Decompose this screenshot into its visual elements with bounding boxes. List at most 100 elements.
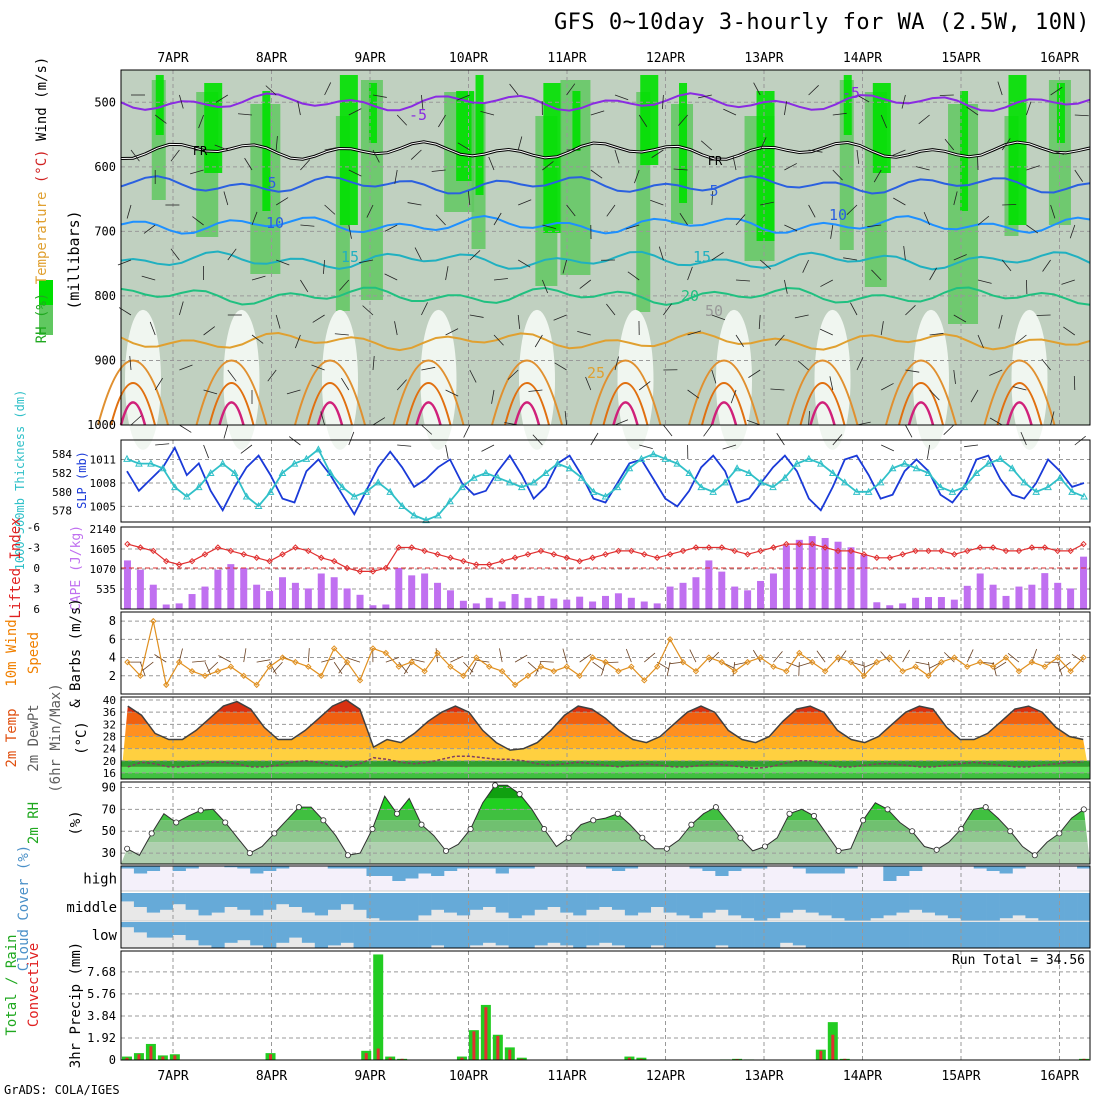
cloud-cover-cell — [663, 893, 677, 913]
dewpt-band — [121, 772, 1090, 779]
cloud-cover-cell — [999, 893, 1013, 919]
li-marker — [860, 551, 868, 558]
isotherm-25 — [120, 331, 1091, 352]
thickness-marker — [948, 487, 957, 495]
wind-barb — [1063, 326, 1076, 336]
surface-wind-barb — [902, 649, 911, 663]
cape-bar — [976, 573, 984, 609]
li-marker — [964, 547, 971, 555]
surface-wind-barb — [338, 661, 348, 674]
wind-speed-marker — [834, 654, 842, 661]
isotherm-25-arc — [589, 359, 662, 426]
wind-barb — [880, 114, 888, 129]
pressure-tick-label: 1000 — [87, 418, 116, 432]
wind-barb — [348, 169, 362, 177]
thickness-marker — [888, 464, 897, 472]
cloud-cover-cell — [754, 893, 768, 921]
wind-barb — [977, 215, 990, 226]
wind-speed-marker — [1067, 668, 1074, 675]
li-marker — [821, 544, 829, 551]
wind-speed-marker — [343, 658, 351, 666]
isotherm-35-arc — [316, 401, 344, 426]
cloud-cover-cell — [831, 922, 845, 948]
rh-marker — [663, 845, 670, 852]
wind-barb — [480, 110, 495, 116]
cloud-cover-cell — [611, 893, 626, 910]
dewpt-band — [121, 760, 1090, 767]
thickness-marker — [374, 478, 383, 486]
wind-barb — [819, 328, 833, 336]
li-marker — [550, 551, 558, 558]
wind-barb — [445, 266, 449, 281]
surface-wind-barb — [256, 659, 271, 663]
precip-tick-label: 5.76 — [87, 987, 116, 1001]
li-marker — [705, 544, 713, 551]
cloud-cover-cell — [521, 866, 535, 869]
thickness-marker — [326, 468, 335, 476]
cloud-cover-cell — [508, 893, 522, 919]
thickness-marker — [458, 483, 466, 491]
wind-barb — [179, 424, 192, 433]
wind-ylabel-1-part: 10m Wind — [4, 619, 20, 686]
wind-tick-label: 8 — [109, 614, 116, 628]
upper-air-ylabel-part: RH (%) — [34, 284, 50, 343]
wind-barb — [554, 362, 567, 371]
cloud-cover-cell — [947, 922, 962, 948]
cloud-cover-cell — [237, 866, 251, 869]
thickness-marker — [206, 468, 215, 476]
precip-convective-bar — [627, 1057, 631, 1060]
cloud-cover-cell — [754, 866, 768, 869]
cloud-cover-cell — [456, 922, 471, 948]
wind-barb — [614, 149, 620, 164]
cape-bar — [679, 582, 687, 609]
cloud-cover-cell — [263, 893, 277, 910]
rh-saturated-region — [1008, 75, 1027, 225]
cloud-cover-cell — [1077, 893, 1091, 921]
surface-wind-barb — [192, 660, 207, 663]
wind-speed-line — [127, 620, 1084, 687]
cape-bar — [1028, 584, 1036, 609]
rh-saturated-region — [262, 91, 271, 211]
cloud-cover-cell — [909, 922, 923, 948]
wind-barb — [1001, 138, 1011, 151]
wind-barb — [223, 424, 229, 439]
li-marker — [188, 557, 196, 565]
cape-bar — [369, 605, 377, 609]
cloud-cover-cell — [237, 893, 251, 910]
li-marker — [227, 547, 235, 555]
thickness-marker — [266, 487, 275, 495]
precip-convective-bar — [508, 1049, 512, 1060]
rh-marker — [124, 845, 131, 852]
cloud-cover-cell — [896, 922, 910, 948]
wind-barb — [687, 330, 702, 336]
wind-barb — [590, 110, 605, 116]
cape-bar — [149, 584, 157, 609]
isotherm-30-arc — [110, 382, 156, 426]
cape-bar — [757, 580, 765, 609]
thickness-ylabel-part: 1000~500mb Thickness (dm) — [13, 390, 27, 571]
upper-air-frame — [120, 69, 1091, 426]
rh-tick-label: 90 — [102, 780, 116, 794]
cloud-cover-cell — [250, 866, 264, 874]
li-marker — [1028, 544, 1036, 551]
thickness-marker — [170, 483, 179, 491]
wind-barb — [372, 417, 386, 426]
cloud-cover-cell — [805, 866, 819, 874]
cloud-cover-cell — [469, 893, 484, 910]
isotherm-25-arc — [392, 359, 465, 426]
wind-barb — [997, 81, 1003, 96]
cloud-cover-cell — [185, 866, 199, 869]
wind-barb — [1041, 358, 1051, 371]
thickness-marker — [182, 492, 191, 500]
cloud-cover-cell — [870, 922, 884, 948]
li-ylabel: Lifted Index — [8, 517, 24, 618]
surface-wind-barb — [625, 648, 632, 663]
precip-ylabel-3-part: 3hr Precip (mm) — [68, 942, 84, 1068]
cape-bar — [1041, 573, 1049, 609]
cloud-cover-cell — [611, 922, 626, 946]
wind-barb — [1012, 386, 1027, 391]
precip-convective-bar — [819, 1050, 823, 1060]
cloud-cover-cell — [146, 922, 161, 938]
cloud-cover-cell — [185, 922, 199, 941]
date-tick-label-bottom: 16APR — [1040, 1069, 1079, 1084]
